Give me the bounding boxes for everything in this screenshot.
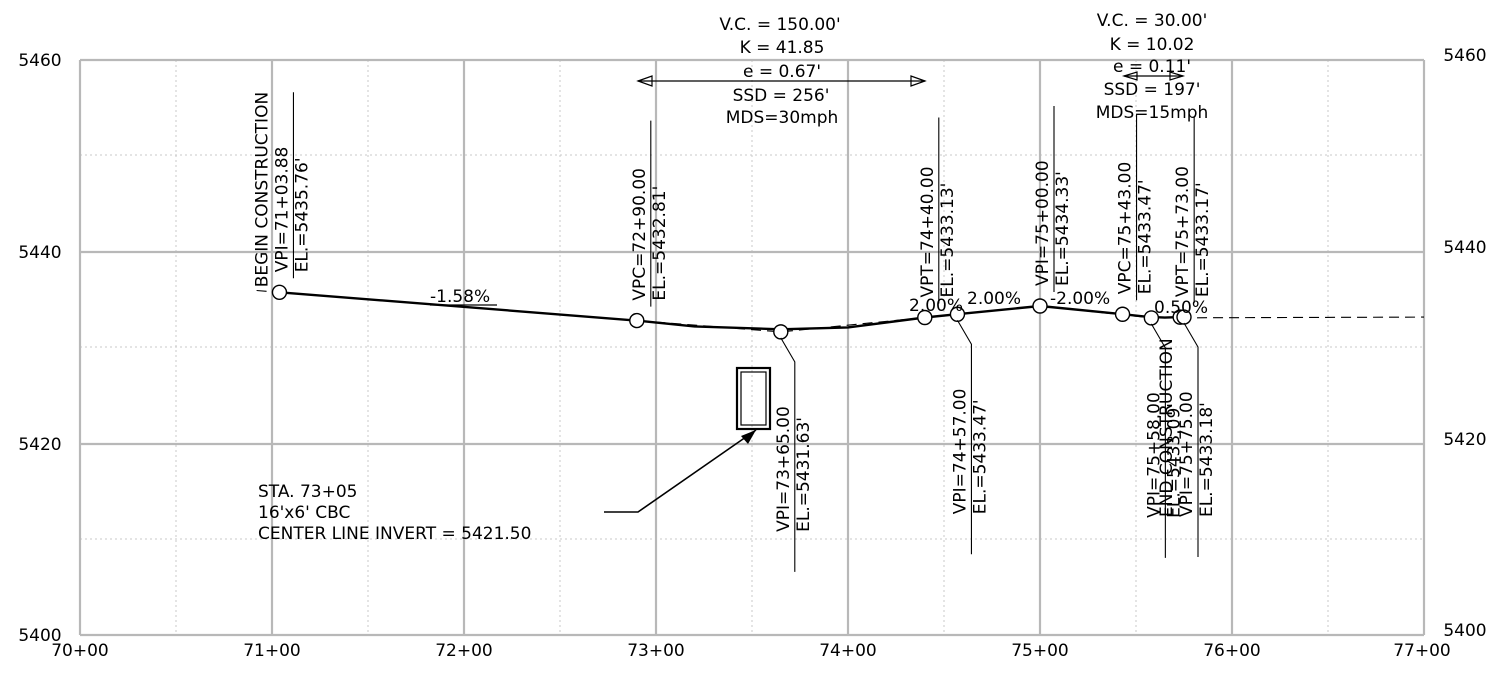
grade-label: -2.00% xyxy=(1050,289,1110,309)
pvi-elevation-label: EL.=5432.81' xyxy=(650,186,670,301)
pvi-marker xyxy=(629,312,645,329)
culvert-size: 16'x6' CBC xyxy=(258,503,350,523)
pvi-station-label: VPI=75+00.00 xyxy=(1033,160,1053,286)
x-tick-label: 74+00 xyxy=(819,641,877,661)
pvi-elevation-label: EL.=5431.63' xyxy=(794,417,814,532)
vc-e-value: e = 0.67' xyxy=(743,62,821,82)
vc-k-value: K = 10.02 xyxy=(1110,35,1195,55)
pvi-station-label: VPC=75+43.00 xyxy=(1116,162,1136,295)
grade-label: 0.50% xyxy=(1154,298,1208,318)
culvert-leader-arrow xyxy=(741,430,756,444)
construction-label: BEGIN CONSTRUCTION xyxy=(252,92,272,287)
pvi-marker xyxy=(1032,298,1048,314)
culvert-box-inner xyxy=(740,371,767,426)
pvi-station-label: VPC=72+90.00 xyxy=(630,168,650,301)
pvi-marker xyxy=(1114,306,1131,322)
pvi-leader xyxy=(1150,323,1166,558)
x-tick-label: 72+00 xyxy=(435,641,493,661)
y-tick-label-right: 5460 xyxy=(1443,46,1486,66)
y-tick-label-right: 5440 xyxy=(1443,238,1486,258)
pvi-marker xyxy=(773,324,789,340)
pvi-station-label: VPI=73+65.00 xyxy=(774,406,794,532)
grade-label: 2.00% xyxy=(909,296,963,316)
pvi-elevation-label: EL.=5433.47' xyxy=(1136,179,1156,294)
vc-dimension-arrows xyxy=(636,75,927,87)
culvert-invert: CENTER LINE INVERT = 5421.50 xyxy=(258,524,531,544)
pvi-elevation-label: EL.=5433.18' xyxy=(1197,402,1217,517)
pvi-station-label: VPI=71+03.88 xyxy=(272,147,292,273)
vc-ssd-value: SSD = 197' xyxy=(1104,80,1201,100)
y-tick-label-right: 5400 xyxy=(1443,621,1486,641)
vc-e-value: e = 0.11' xyxy=(1113,57,1191,77)
vc-mds-value: MDS=30mph xyxy=(726,108,839,128)
grade-label: -1.58% xyxy=(430,287,490,307)
pvi-marker xyxy=(271,284,288,300)
pvi-leader xyxy=(1183,322,1199,558)
pvi-station-label: VPT=75+73.00 xyxy=(1173,166,1193,297)
pvi-elevation-label: EL.=5433.17' xyxy=(1193,182,1213,297)
vc-mds-value: MDS=15mph xyxy=(1096,103,1209,123)
pvi-leader xyxy=(956,319,972,555)
pvi-station-label: VPI=75+75.00 xyxy=(1177,391,1197,517)
pvi-station-label: VPT=74+40.00 xyxy=(918,166,938,297)
profile-plot: VPI=71+03.88 EL.=5435.76' BEGIN CONSTRUCTI… xyxy=(252,92,1425,572)
y-tick-label-right: 5420 xyxy=(1443,430,1486,450)
grid xyxy=(78,58,1426,637)
pvi-elevation-label: EL.=5433.13' xyxy=(938,183,958,298)
pvi-station-label: VPI=75+58.00 xyxy=(1144,392,1164,518)
x-tick-label: 73+00 xyxy=(627,641,685,661)
culvert-leader-line xyxy=(604,429,757,513)
y-tick-label-left: 5460 xyxy=(18,51,61,71)
y-tick-label-left: 5420 xyxy=(18,435,61,455)
pvi-station-label: VPI=74+57.00 xyxy=(950,389,970,515)
culvert-box-outer xyxy=(735,366,772,431)
y-tick-label-left: 5440 xyxy=(18,243,61,263)
culvert-station: STA. 73+05 xyxy=(258,482,358,502)
vc-k-value: K = 41.85 xyxy=(740,38,825,58)
pvi-leader xyxy=(780,337,796,572)
x-tick-label: 77+00 xyxy=(1393,641,1451,661)
profile-line xyxy=(279,291,1185,331)
grade-label: 2.00% xyxy=(967,289,1021,309)
pvi-elevation-label: EL.=5435.76' xyxy=(292,157,312,272)
vc-dimension-arrows xyxy=(1121,71,1186,81)
pvi-elevation-label: EL.=5433.47' xyxy=(970,399,990,514)
x-tick-label: 71+00 xyxy=(243,641,301,661)
pvi-elevation-label: EL.=5433.09' xyxy=(1164,403,1184,518)
vc-length: V.C. = 150.00' xyxy=(719,15,840,35)
x-tick-label: 76+00 xyxy=(1203,641,1261,661)
x-tick-label: 75+00 xyxy=(1011,641,1069,661)
pvi-marker xyxy=(917,309,933,326)
construction-label: END CONSTRUCTION xyxy=(1157,338,1177,517)
vc-ssd-value: SSD = 256' xyxy=(733,86,830,106)
pvi-elevation-label: EL.=5434.33' xyxy=(1053,171,1073,286)
x-tick-label: 70+00 xyxy=(51,641,109,661)
y-tick-label-left: 5400 xyxy=(18,626,61,646)
vc-length: V.C. = 30.00' xyxy=(1097,11,1208,31)
